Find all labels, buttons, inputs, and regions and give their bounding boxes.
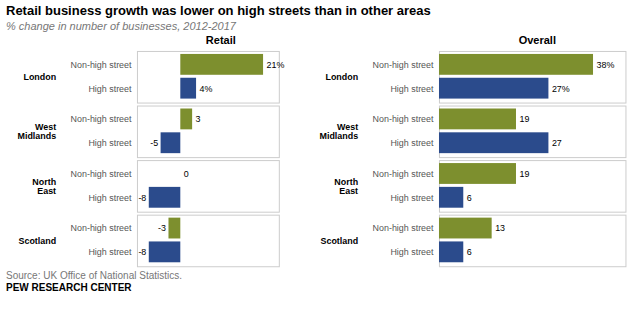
svg-text:-8: -8 (138, 247, 146, 257)
svg-text:6: 6 (466, 247, 471, 257)
svg-text:6: 6 (466, 193, 471, 203)
svg-text:4%: 4% (200, 84, 213, 94)
svg-text:3: 3 (196, 114, 201, 124)
svg-text:Non-high street: Non-high street (372, 60, 433, 70)
svg-text:27: 27 (552, 138, 562, 148)
svg-text:High street: High street (88, 84, 132, 94)
svg-text:WestMidlands: WestMidlands (17, 122, 56, 141)
svg-text:London: London (23, 72, 56, 82)
html-text:PEW RESEARCH CENTER: PEW RESEARCH CENTER (6, 282, 132, 294)
svg-text:NorthEast: NorthEast (334, 177, 358, 196)
svg-text:Non-high street: Non-high street (372, 114, 433, 124)
svg-text:London: London (325, 72, 358, 82)
svg-text:WestMidlands: WestMidlands (319, 122, 358, 141)
svg-text:High street: High street (390, 247, 434, 257)
svg-text:High street: High street (88, 193, 132, 203)
svg-text:Non-high street: Non-high street (71, 60, 132, 70)
html-text:Retail: Retail (205, 34, 236, 46)
svg-text:High street: High street (390, 138, 434, 148)
html-text:% change in number of business: % change in number of businesses, 2012-2… (6, 20, 236, 32)
svg-text:0: 0 (184, 169, 189, 179)
svg-text:Scotland: Scotland (18, 236, 56, 246)
svg-text:NorthEast: NorthEast (32, 177, 56, 196)
html-text:Retail business growth was low: Retail business growth was lower on high… (6, 3, 431, 18)
html-text:Overall: Overall (518, 34, 556, 46)
svg-text:19: 19 (519, 169, 529, 179)
svg-text:Non-high street: Non-high street (71, 223, 132, 233)
svg-text:Non-high street: Non-high street (71, 114, 132, 124)
svg-text:High street: High street (390, 193, 434, 203)
svg-text:Non-high street: Non-high street (71, 169, 132, 179)
svg-text:27%: 27% (552, 84, 570, 94)
svg-text:Non-high street: Non-high street (372, 223, 433, 233)
svg-text:38%: 38% (596, 60, 614, 70)
svg-text:-5: -5 (150, 138, 158, 148)
svg-text:High street: High street (88, 247, 132, 257)
svg-text:21%: 21% (267, 60, 285, 70)
svg-text:Scotland: Scotland (320, 236, 358, 246)
svg-text:13: 13 (495, 223, 505, 233)
svg-text:Non-high street: Non-high street (372, 169, 433, 179)
svg-text:High street: High street (88, 138, 132, 148)
svg-text:19: 19 (519, 114, 529, 124)
html-text:Source: UK Office of National: Source: UK Office of National Statistics… (6, 270, 182, 282)
svg-text:High street: High street (390, 84, 434, 94)
svg-text:-3: -3 (158, 223, 166, 233)
svg-text:-8: -8 (138, 193, 146, 203)
